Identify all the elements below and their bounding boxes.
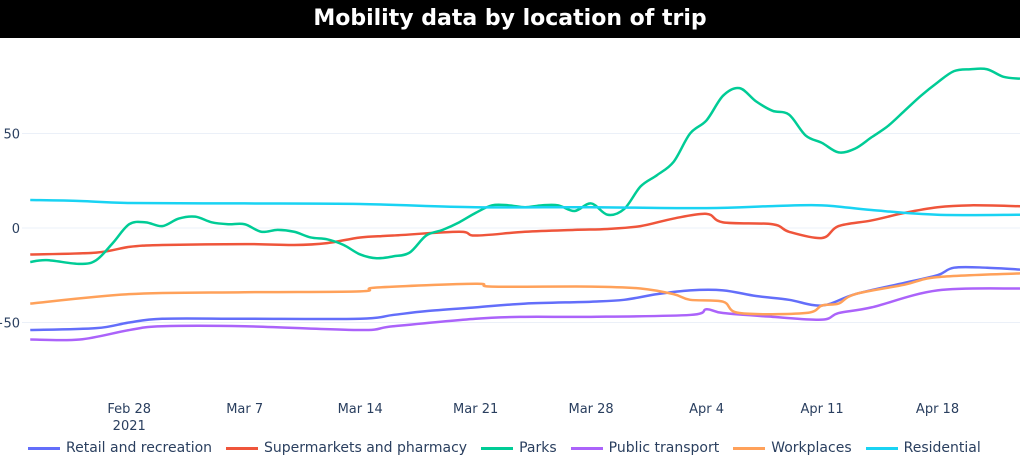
- legend-swatch: [733, 446, 766, 450]
- legend-item[interactable]: Workplaces: [733, 440, 852, 456]
- legend-label: Public transport: [608, 440, 720, 456]
- x-tick-label: Apr 11: [800, 402, 843, 417]
- legend-swatch: [865, 446, 898, 450]
- legend-label: Workplaces: [771, 440, 852, 456]
- series-line-residential: [30, 198, 1020, 217]
- x-tick-label: Mar 14: [338, 402, 383, 417]
- y-tick-label: 50: [3, 128, 20, 143]
- series-line-parks: [30, 67, 1020, 266]
- x-tick-label: Apr 4: [689, 402, 724, 417]
- legend-label: Retail and recreation: [66, 440, 213, 456]
- x-tick-label: Mar 7: [226, 402, 263, 417]
- legend-label: Supermarkets and pharmacy: [264, 440, 468, 456]
- gridlines: [22, 133, 1020, 323]
- chart-title: Mobility data by location of trip: [0, 0, 1020, 38]
- legend-item[interactable]: Retail and recreation: [28, 440, 212, 456]
- legend-item[interactable]: Parks: [481, 440, 557, 456]
- x-tick-label: Feb 28: [107, 402, 151, 417]
- x-tick-label: Apr 18: [916, 402, 959, 417]
- legend-swatch: [28, 446, 60, 450]
- y-tick-label: 0: [12, 222, 20, 237]
- x-tick-label: Mar 28: [569, 402, 614, 417]
- x-tick-label: Mar 21: [453, 402, 498, 417]
- x-axis-ticks: Feb 28 Mar 7 Mar 14 Mar 21 Mar 28 Apr 4 Apr 11…: [107, 402, 959, 417]
- legend-swatch: [226, 446, 259, 450]
- legend-item[interactable]: Public transport: [570, 440, 720, 456]
- legend-swatch: [481, 446, 514, 450]
- legend-label: Parks: [519, 440, 557, 456]
- x-axis-year-label: 2021: [113, 419, 146, 434]
- legend-label: Residential: [903, 440, 981, 456]
- series-line-workplaces: [30, 272, 1020, 316]
- legend: Retail and recreation Supermarkets and ph…: [28, 440, 995, 456]
- y-axis-ticks: 50 0 −50: [0, 128, 20, 332]
- series-line-supermarkets-and-pharmacy: [30, 204, 1020, 256]
- y-tick-label: −50: [0, 317, 20, 332]
- series-lines: [30, 67, 1020, 342]
- legend-item[interactable]: Supermarkets and pharmacy: [226, 440, 467, 456]
- legend-swatch: [570, 446, 603, 450]
- series-line-retail-and-recreation: [30, 265, 1020, 332]
- series-line-public-transport: [30, 287, 1020, 342]
- legend-item[interactable]: Residential: [865, 440, 981, 456]
